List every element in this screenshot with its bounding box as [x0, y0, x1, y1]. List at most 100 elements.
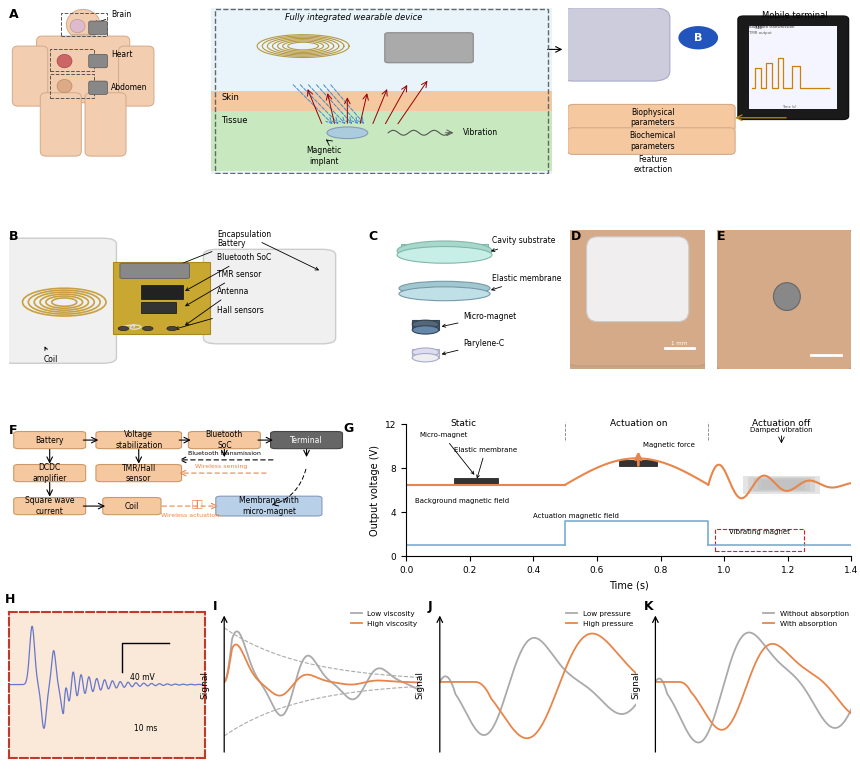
FancyBboxPatch shape: [271, 431, 342, 448]
FancyBboxPatch shape: [37, 36, 130, 103]
Text: C: C: [369, 230, 378, 243]
Text: Magnetic force: Magnetic force: [643, 442, 695, 448]
Text: Static: Static: [451, 420, 476, 428]
Text: Magnetic
implant: Magnetic implant: [306, 146, 341, 165]
Text: Feature
extraction: Feature extraction: [633, 155, 673, 174]
FancyBboxPatch shape: [567, 226, 709, 366]
Text: ⎍⎍: ⎍⎍: [191, 499, 203, 509]
FancyBboxPatch shape: [412, 349, 439, 358]
FancyBboxPatch shape: [216, 496, 322, 516]
Circle shape: [167, 326, 177, 331]
Text: F: F: [9, 424, 17, 438]
Text: Signal: Signal: [200, 671, 209, 699]
Text: Voltage
stabilization: Voltage stabilization: [115, 431, 163, 450]
FancyBboxPatch shape: [188, 431, 261, 448]
Y-axis label: Output voltage (V): Output voltage (V): [370, 444, 379, 536]
FancyBboxPatch shape: [119, 46, 154, 106]
Text: Damped vibration: Damped vibration: [750, 427, 813, 433]
Text: TMR sensor: TMR sensor: [186, 270, 261, 306]
Text: Micro-magnet: Micro-magnet: [442, 312, 517, 327]
Text: Time (s): Time (s): [782, 105, 796, 109]
FancyBboxPatch shape: [556, 8, 670, 81]
Text: Fully integrated wearable device: Fully integrated wearable device: [286, 12, 423, 22]
FancyBboxPatch shape: [743, 476, 820, 493]
Ellipse shape: [399, 281, 490, 295]
FancyBboxPatch shape: [12, 46, 48, 106]
Ellipse shape: [397, 247, 492, 264]
Ellipse shape: [397, 241, 492, 261]
Text: Parylene-C: Parylene-C: [442, 339, 505, 355]
Text: B: B: [694, 32, 703, 43]
Text: Skin: Skin: [221, 93, 239, 102]
FancyBboxPatch shape: [749, 26, 838, 110]
FancyBboxPatch shape: [204, 250, 335, 344]
Text: Battery: Battery: [35, 435, 64, 444]
Text: Abdomen: Abdomen: [95, 83, 148, 92]
FancyBboxPatch shape: [212, 91, 551, 114]
Ellipse shape: [412, 320, 439, 329]
Circle shape: [679, 26, 718, 49]
FancyBboxPatch shape: [14, 498, 86, 515]
Text: Actuation on: Actuation on: [610, 420, 667, 428]
Text: Bluetooth transmission: Bluetooth transmission: [188, 451, 261, 456]
Text: E: E: [717, 230, 726, 243]
Text: Signal: Signal: [631, 671, 641, 699]
Text: Elastic membrane: Elastic membrane: [492, 274, 562, 291]
FancyBboxPatch shape: [402, 285, 486, 294]
Text: H: H: [4, 593, 15, 606]
FancyBboxPatch shape: [587, 237, 689, 322]
FancyBboxPatch shape: [752, 478, 810, 492]
Text: Membrane with
micro-magnet: Membrane with micro-magnet: [239, 496, 298, 516]
Text: Square wave
current: Square wave current: [25, 496, 75, 516]
Text: Signal: Signal: [415, 671, 425, 699]
Text: K: K: [643, 600, 654, 613]
FancyBboxPatch shape: [568, 128, 735, 155]
Text: Tissue: Tissue: [221, 116, 248, 125]
Circle shape: [773, 283, 801, 311]
Text: DCDC
amplifier: DCDC amplifier: [33, 463, 67, 483]
Text: I: I: [212, 600, 217, 613]
Text: 1 mm: 1 mm: [671, 341, 687, 346]
FancyBboxPatch shape: [141, 285, 182, 299]
FancyBboxPatch shape: [89, 81, 108, 94]
FancyBboxPatch shape: [72, 35, 95, 46]
Text: Micro-magnet: Micro-magnet: [419, 432, 474, 474]
Text: 10 ms: 10 ms: [134, 724, 157, 734]
Text: J: J: [428, 600, 433, 613]
FancyBboxPatch shape: [454, 478, 499, 484]
Ellipse shape: [412, 348, 439, 356]
FancyBboxPatch shape: [748, 477, 814, 492]
Text: Wireless actuation: Wireless actuation: [161, 512, 219, 518]
FancyBboxPatch shape: [570, 230, 705, 369]
FancyBboxPatch shape: [113, 262, 211, 334]
Circle shape: [57, 54, 72, 68]
Text: Bluetooth SoC: Bluetooth SoC: [186, 254, 272, 291]
FancyBboxPatch shape: [89, 21, 108, 35]
FancyBboxPatch shape: [568, 104, 735, 131]
Text: Wireless sensing: Wireless sensing: [194, 464, 247, 469]
FancyBboxPatch shape: [758, 479, 805, 490]
FancyBboxPatch shape: [401, 243, 488, 255]
FancyBboxPatch shape: [89, 54, 108, 68]
Circle shape: [66, 9, 100, 39]
Text: Antenna: Antenna: [186, 287, 249, 325]
Legend: Low viscosity, High viscosity: Low viscosity, High viscosity: [348, 608, 421, 629]
Circle shape: [71, 19, 85, 32]
Text: B: B: [9, 230, 18, 243]
FancyBboxPatch shape: [412, 320, 439, 330]
Text: D: D: [570, 230, 581, 243]
FancyBboxPatch shape: [103, 498, 161, 515]
FancyBboxPatch shape: [85, 93, 126, 156]
Ellipse shape: [399, 287, 490, 301]
Circle shape: [57, 80, 72, 93]
Text: Encapsulation: Encapsulation: [218, 230, 318, 270]
Text: Heart: Heart: [95, 50, 132, 61]
FancyBboxPatch shape: [0, 238, 116, 363]
FancyBboxPatch shape: [96, 431, 181, 448]
FancyBboxPatch shape: [738, 16, 849, 120]
Text: Vibration: Vibration: [463, 128, 498, 138]
Text: 7:40: 7:40: [755, 26, 763, 30]
FancyBboxPatch shape: [96, 465, 181, 482]
Text: Coil: Coil: [43, 347, 58, 363]
Text: Terminal: Terminal: [290, 435, 322, 444]
